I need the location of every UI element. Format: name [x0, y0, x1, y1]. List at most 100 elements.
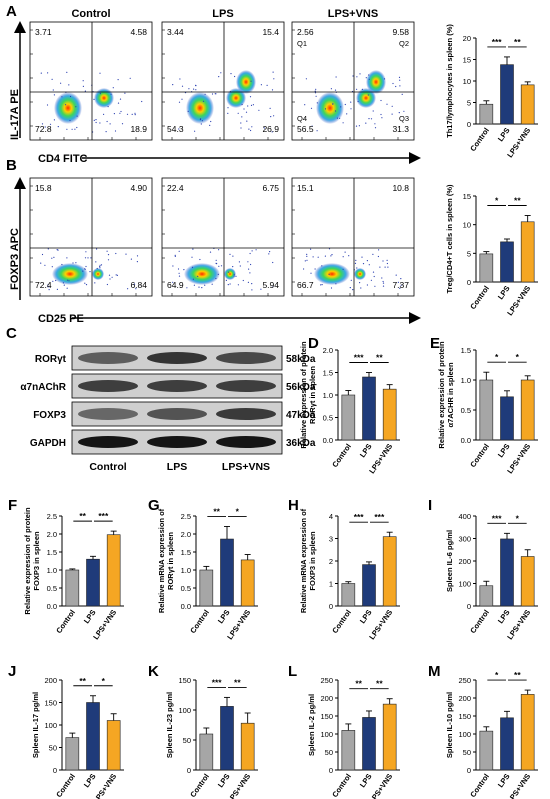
event-dot — [95, 121, 97, 124]
event-dot — [89, 271, 91, 273]
tick-label: 100 — [320, 730, 333, 739]
event-dot — [66, 257, 68, 259]
event-dot — [234, 75, 236, 78]
event-dot — [232, 266, 234, 268]
event-dot — [314, 90, 316, 92]
protein-band — [216, 408, 276, 420]
bar — [500, 717, 514, 771]
event-dot — [228, 271, 230, 273]
tick-label: 250 — [458, 676, 471, 685]
cell-cluster — [356, 88, 376, 108]
significance-label: * — [495, 195, 499, 205]
event-dot — [310, 272, 312, 274]
event-dot — [117, 102, 120, 104]
event-dot — [374, 123, 376, 125]
bar-chart: E 0.0 0.5 1.0 1.5 Relative expression of prot… — [430, 335, 538, 475]
event-dot — [246, 120, 248, 122]
event-dot — [106, 120, 108, 123]
tick-label: 200 — [458, 694, 471, 703]
plot-title: Control — [71, 8, 110, 20]
event-dot — [250, 80, 252, 82]
quadrant-name: Q1 — [297, 39, 307, 48]
protein-band — [147, 408, 207, 420]
bar — [86, 702, 100, 771]
tick-label: 400 — [458, 512, 471, 521]
event-dot — [53, 119, 56, 121]
bar-chart: J 0 50 100 150 200 Spleen IL-17 pg/ml Control LP… — [8, 663, 124, 799]
event-dot — [403, 110, 405, 112]
cell-cluster — [186, 92, 214, 124]
event-dot — [85, 265, 87, 268]
panel-label: J — [8, 663, 16, 680]
event-dot — [178, 272, 180, 274]
event-dot — [334, 89, 337, 91]
bar — [199, 569, 214, 607]
bar — [479, 253, 494, 283]
event-dot — [350, 279, 352, 281]
event-dot — [356, 76, 358, 78]
event-dot — [127, 288, 129, 290]
category-label: Control — [188, 772, 211, 799]
event-dot — [324, 108, 327, 110]
event-dot — [362, 263, 365, 265]
event-dot — [215, 262, 217, 264]
tick-label: 0.5 — [461, 406, 471, 415]
event-dot — [84, 268, 86, 270]
blot-row-label: FOXP3 — [33, 410, 66, 421]
quadrant-value: 64.9 — [167, 280, 184, 290]
event-dot — [193, 88, 195, 90]
axis-label: FOXP3 APC — [9, 228, 21, 290]
event-dot — [47, 284, 49, 286]
event-dot — [215, 259, 217, 261]
event-dot — [360, 287, 362, 289]
bar — [500, 538, 514, 607]
event-dot — [220, 72, 222, 74]
event-dot — [387, 266, 389, 268]
protein-band — [216, 380, 276, 392]
tick-label: 1.5 — [323, 369, 333, 378]
significance-label: ** — [514, 37, 521, 47]
event-dot — [195, 85, 197, 87]
tick-label: 150 — [320, 712, 333, 721]
plot-frame — [161, 21, 285, 141]
event-dot — [366, 284, 368, 286]
event-dot — [270, 116, 272, 118]
tick-label: 150 — [178, 676, 191, 685]
y-axis-label-line: Spleen IL-10 pg/ml — [445, 692, 454, 758]
flow-plot: 2.56 9.58 56.5 31.3 Q1 Q2 Q4 Q3 LPS+VNS — [291, 8, 415, 141]
bar — [500, 241, 514, 283]
event-dot — [316, 130, 318, 132]
event-dot — [178, 101, 181, 103]
western-blot: RORγt 58kDa α7nAChR 56kDa FOXP3 47kDa GAPDH 36k… — [20, 345, 316, 473]
event-dot — [368, 264, 370, 266]
event-dot — [48, 289, 50, 291]
significance-label: * — [495, 670, 499, 680]
bar — [362, 376, 376, 441]
event-dot — [395, 274, 397, 276]
tick-label: 10 — [463, 77, 471, 86]
axis-label: CD25 PE — [38, 313, 84, 325]
event-dot — [47, 248, 49, 250]
protein-band — [78, 380, 138, 392]
event-dot — [332, 103, 334, 105]
cell-cluster — [92, 268, 104, 280]
event-dot — [361, 256, 363, 258]
event-dot — [107, 254, 110, 256]
bar — [106, 534, 121, 607]
event-dot — [348, 255, 350, 257]
y-axis-label-line: Treg/CD4+T cells in spleen (%) — [445, 184, 454, 293]
quadrant-value: 22.4 — [167, 183, 184, 193]
event-dot — [305, 78, 307, 80]
tick-label: 2.0 — [181, 530, 191, 539]
cell-cluster — [236, 70, 256, 94]
event-dot — [192, 248, 194, 250]
event-dot — [344, 251, 346, 253]
event-dot — [260, 288, 262, 290]
event-dot — [381, 277, 383, 279]
event-dot — [41, 123, 44, 125]
event-dot — [249, 252, 251, 255]
plot-frame — [291, 21, 415, 141]
blot-kda-label: 56kDa — [286, 382, 316, 393]
flow-plot: 3.71 4.58 72.8 18.9 Control — [29, 8, 153, 141]
significance-label: * — [102, 676, 106, 686]
